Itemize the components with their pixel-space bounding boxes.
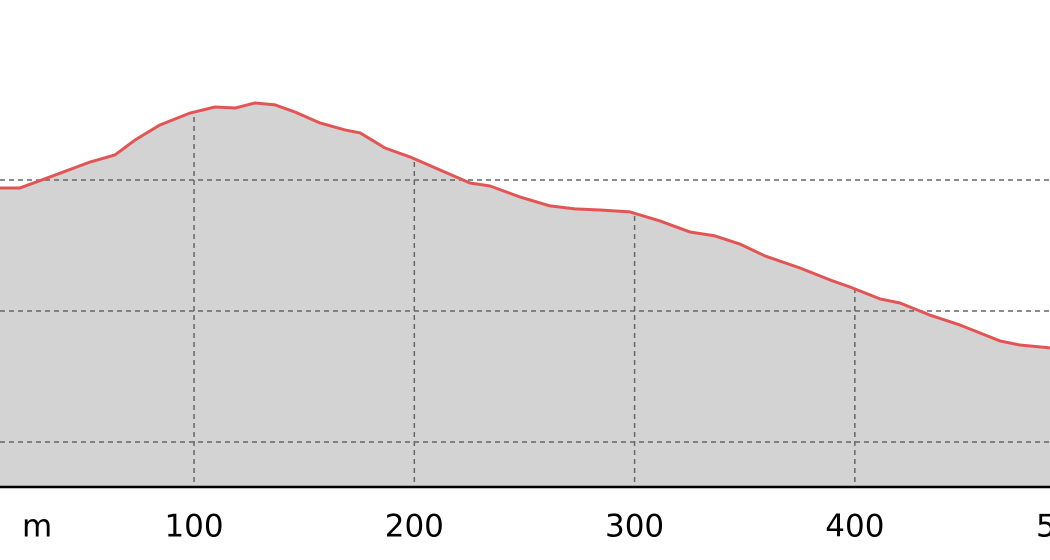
- area-fill: [0, 102, 1050, 487]
- x-tick-label: 5: [1036, 509, 1050, 545]
- x-tick-label: 100: [164, 509, 223, 545]
- elevation-line: [0, 101, 1050, 350]
- x-axis-label: m: [22, 509, 52, 545]
- x-tick-label: 400: [825, 509, 884, 545]
- x-tick-label: 300: [605, 509, 664, 545]
- x-tick-label: 200: [385, 509, 444, 545]
